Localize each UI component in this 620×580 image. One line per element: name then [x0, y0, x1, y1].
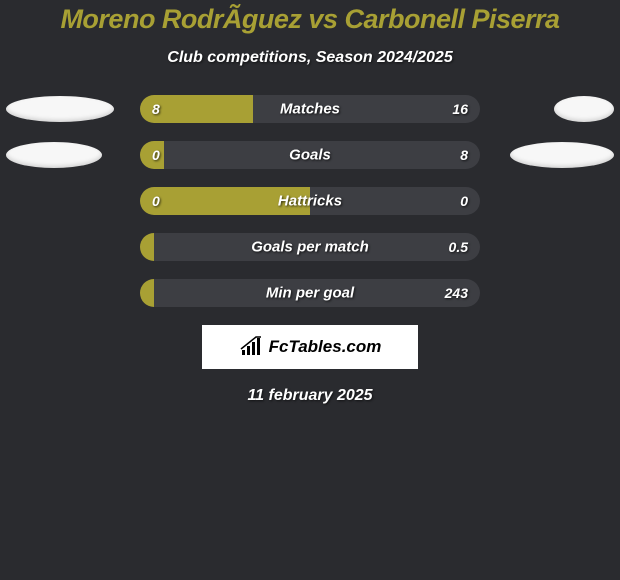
stat-row: Min per goal243: [0, 279, 620, 307]
player-left-ellipse: [6, 142, 102, 168]
stat-bar: Matches8 16: [140, 95, 480, 123]
right-slot: [480, 142, 620, 168]
stat-value-left: 0: [152, 193, 160, 209]
right-slot: [480, 96, 620, 122]
stat-label: Hattricks: [140, 193, 480, 210]
stat-bar: Goals0 8: [140, 141, 480, 169]
stat-bar: Goals per match0.5: [140, 233, 480, 261]
player-left-ellipse: [6, 96, 114, 122]
stat-value-right: 0.5: [449, 239, 468, 255]
stats-rows: Matches816Goals08Hattricks00Goals per ma…: [0, 95, 620, 307]
stat-row: Goals per match0.5: [0, 233, 620, 261]
brand-chart-icon: [239, 336, 265, 358]
stat-row: Goals0 8: [0, 141, 620, 169]
left-slot: [0, 142, 140, 168]
page-title: Moreno RodrÃ­guez vs Carbonell Piserra: [0, 4, 620, 35]
brand-badge: FcTables.com: [202, 325, 418, 369]
player-right-ellipse: [554, 96, 614, 122]
stat-value-right: 0: [460, 193, 468, 209]
stat-row: Hattricks0 0: [0, 187, 620, 215]
stat-value-left: 0: [152, 147, 160, 163]
stat-label: Goals: [140, 147, 480, 164]
stat-label: Goals per match: [140, 239, 480, 256]
left-slot: [0, 96, 140, 122]
brand-text: FcTables.com: [269, 337, 382, 357]
stat-label: Min per goal: [140, 285, 480, 302]
stat-value-right: 8: [460, 147, 468, 163]
stat-value-left: 8: [152, 101, 160, 117]
stat-row: Matches8 16: [0, 95, 620, 123]
comparison-infographic: Moreno RodrÃ­guez vs Carbonell Piserra C…: [0, 0, 620, 405]
stat-label: Matches: [140, 101, 480, 118]
stat-value-right: 16: [452, 101, 468, 117]
player-right-ellipse: [510, 142, 614, 168]
stat-bar: Hattricks0 0: [140, 187, 480, 215]
stat-bar: Min per goal243: [140, 279, 480, 307]
stat-value-right: 243: [445, 285, 468, 301]
subtitle: Club competitions, Season 2024/2025: [0, 49, 620, 67]
footer-date: 11 february 2025: [0, 387, 620, 405]
